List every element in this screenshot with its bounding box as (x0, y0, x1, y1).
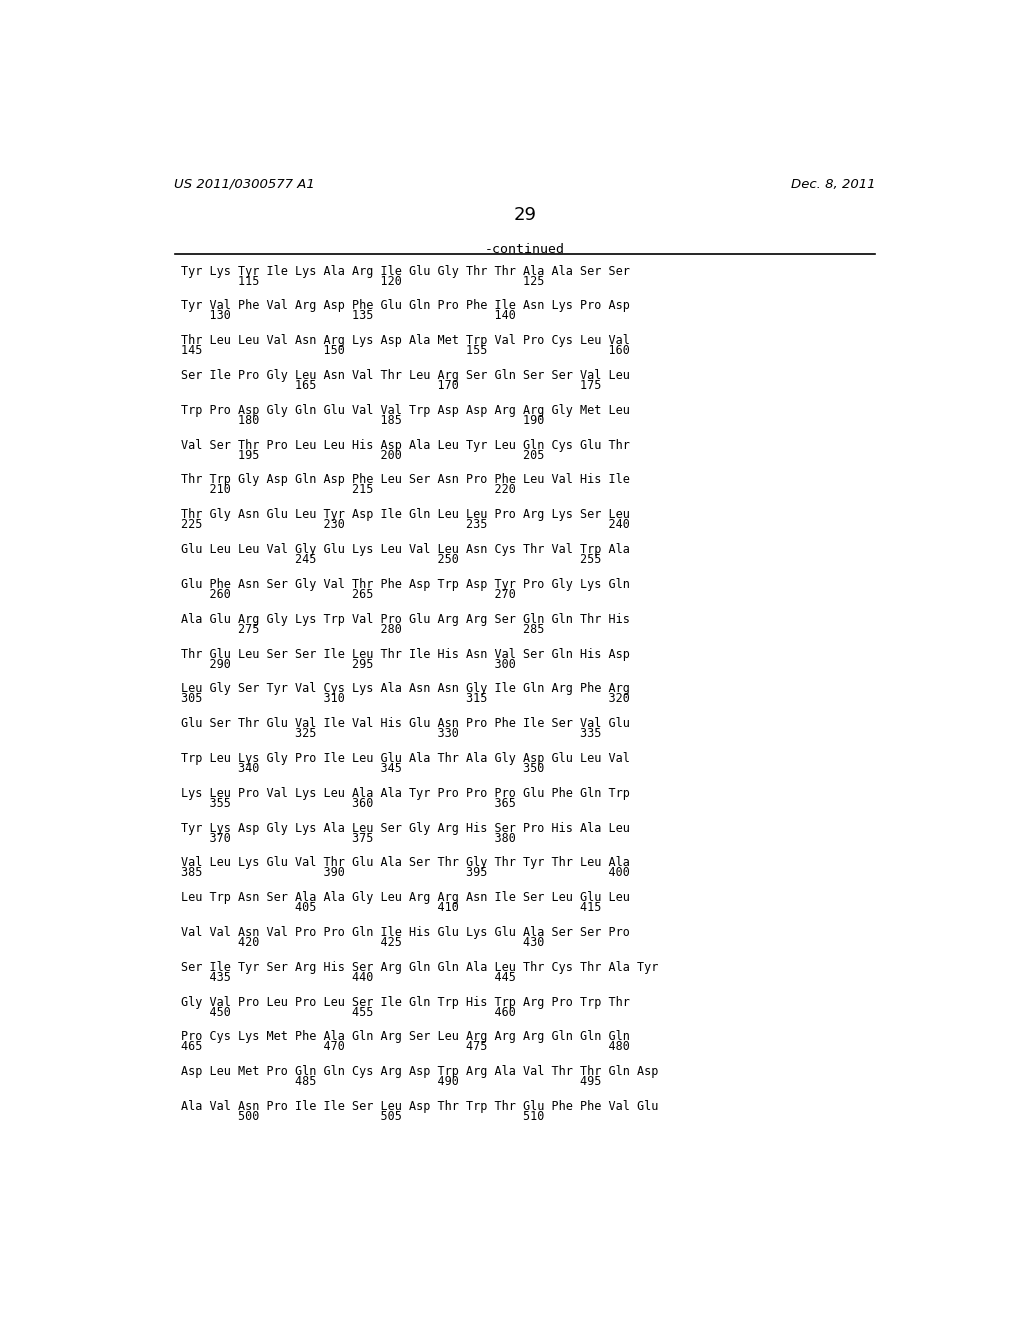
Text: Glu Phe Asn Ser Gly Val Thr Phe Asp Trp Asp Tyr Pro Gly Lys Gln: Glu Phe Asn Ser Gly Val Thr Phe Asp Trp … (180, 578, 630, 591)
Text: Thr Glu Leu Ser Ser Ile Leu Thr Ile His Asn Val Ser Gln His Asp: Thr Glu Leu Ser Ser Ile Leu Thr Ile His … (180, 648, 630, 660)
Text: -continued: -continued (484, 243, 565, 256)
Text: 450                 455                 460: 450 455 460 (180, 1006, 515, 1019)
Text: Asp Leu Met Pro Gln Gln Cys Arg Asp Trp Arg Ala Val Thr Thr Gln Asp: Asp Leu Met Pro Gln Gln Cys Arg Asp Trp … (180, 1065, 658, 1078)
Text: Val Leu Lys Glu Val Thr Glu Ala Ser Thr Gly Thr Tyr Thr Leu Ala: Val Leu Lys Glu Val Thr Glu Ala Ser Thr … (180, 857, 630, 870)
Text: Ser Ile Tyr Ser Arg His Ser Arg Gln Gln Ala Leu Thr Cys Thr Ala Tyr: Ser Ile Tyr Ser Arg His Ser Arg Gln Gln … (180, 961, 658, 974)
Text: 355                 360                 365: 355 360 365 (180, 797, 515, 809)
Text: Thr Gly Asn Glu Leu Tyr Asp Ile Gln Leu Leu Pro Arg Lys Ser Leu: Thr Gly Asn Glu Leu Tyr Asp Ile Gln Leu … (180, 508, 630, 521)
Text: 370                 375                 380: 370 375 380 (180, 832, 515, 845)
Text: US 2011/0300577 A1: US 2011/0300577 A1 (174, 178, 315, 190)
Text: Val Val Asn Val Pro Pro Gln Ile His Glu Lys Glu Ala Ser Ser Pro: Val Val Asn Val Pro Pro Gln Ile His Glu … (180, 925, 630, 939)
Text: 210                 215                 220: 210 215 220 (180, 483, 515, 496)
Text: Dec. 8, 2011: Dec. 8, 2011 (791, 178, 876, 190)
Text: Leu Trp Asn Ser Ala Ala Gly Leu Arg Arg Asn Ile Ser Leu Glu Leu: Leu Trp Asn Ser Ala Ala Gly Leu Arg Arg … (180, 891, 630, 904)
Text: Ala Val Asn Pro Ile Ile Ser Leu Asp Thr Trp Thr Glu Phe Phe Val Glu: Ala Val Asn Pro Ile Ile Ser Leu Asp Thr … (180, 1100, 658, 1113)
Text: 130                 135                 140: 130 135 140 (180, 309, 515, 322)
Text: 435                 440                 445: 435 440 445 (180, 970, 515, 983)
Text: 325                 330                 335: 325 330 335 (180, 727, 601, 741)
Text: Ala Glu Arg Gly Lys Trp Val Pro Glu Arg Arg Ser Gln Gln Thr His: Ala Glu Arg Gly Lys Trp Val Pro Glu Arg … (180, 612, 630, 626)
Text: 225                 230                 235                 240: 225 230 235 240 (180, 519, 630, 531)
Text: 275                 280                 285: 275 280 285 (180, 623, 544, 636)
Text: 385                 390                 395                 400: 385 390 395 400 (180, 866, 630, 879)
Text: Tyr Lys Asp Gly Lys Ala Leu Ser Gly Arg His Ser Pro His Ala Leu: Tyr Lys Asp Gly Lys Ala Leu Ser Gly Arg … (180, 821, 630, 834)
Text: Thr Leu Leu Val Asn Arg Lys Asp Ala Met Trp Val Pro Cys Leu Val: Thr Leu Leu Val Asn Arg Lys Asp Ala Met … (180, 334, 630, 347)
Text: 420                 425                 430: 420 425 430 (180, 936, 544, 949)
Text: Glu Ser Thr Glu Val Ile Val His Glu Asn Pro Phe Ile Ser Val Glu: Glu Ser Thr Glu Val Ile Val His Glu Asn … (180, 717, 630, 730)
Text: 405                 410                 415: 405 410 415 (180, 902, 601, 915)
Text: 245                 250                 255: 245 250 255 (180, 553, 601, 566)
Text: Lys Leu Pro Val Lys Leu Ala Ala Tyr Pro Pro Pro Glu Phe Gln Trp: Lys Leu Pro Val Lys Leu Ala Ala Tyr Pro … (180, 787, 630, 800)
Text: Thr Trp Gly Asp Gln Asp Phe Leu Ser Asn Pro Phe Leu Val His Ile: Thr Trp Gly Asp Gln Asp Phe Leu Ser Asn … (180, 474, 630, 487)
Text: 305                 310                 315                 320: 305 310 315 320 (180, 692, 630, 705)
Text: 500                 505                 510: 500 505 510 (180, 1110, 544, 1123)
Text: Tyr Val Phe Val Arg Asp Phe Glu Gln Pro Phe Ile Asn Lys Pro Asp: Tyr Val Phe Val Arg Asp Phe Glu Gln Pro … (180, 300, 630, 313)
Text: Pro Cys Lys Met Phe Ala Gln Arg Ser Leu Arg Arg Arg Gln Gln Gln: Pro Cys Lys Met Phe Ala Gln Arg Ser Leu … (180, 1031, 630, 1043)
Text: Trp Leu Lys Gly Pro Ile Leu Glu Ala Thr Ala Gly Asp Glu Leu Val: Trp Leu Lys Gly Pro Ile Leu Glu Ala Thr … (180, 752, 630, 764)
Text: 465                 470                 475                 480: 465 470 475 480 (180, 1040, 630, 1053)
Text: 195                 200                 205: 195 200 205 (180, 449, 544, 462)
Text: Val Ser Thr Pro Leu Leu His Asp Ala Leu Tyr Leu Gln Cys Glu Thr: Val Ser Thr Pro Leu Leu His Asp Ala Leu … (180, 438, 630, 451)
Text: 340                 345                 350: 340 345 350 (180, 762, 544, 775)
Text: Gly Val Pro Leu Pro Leu Ser Ile Gln Trp His Trp Arg Pro Trp Thr: Gly Val Pro Leu Pro Leu Ser Ile Gln Trp … (180, 995, 630, 1008)
Text: 260                 265                 270: 260 265 270 (180, 587, 515, 601)
Text: Tyr Lys Tyr Ile Lys Ala Arg Ile Glu Gly Thr Thr Ala Ala Ser Ser: Tyr Lys Tyr Ile Lys Ala Arg Ile Glu Gly … (180, 264, 630, 277)
Text: 145                 150                 155                 160: 145 150 155 160 (180, 345, 630, 358)
Text: Trp Pro Asp Gly Gln Glu Val Val Trp Asp Asp Arg Arg Gly Met Leu: Trp Pro Asp Gly Gln Glu Val Val Trp Asp … (180, 404, 630, 417)
Text: 165                 170                 175: 165 170 175 (180, 379, 601, 392)
Text: 290                 295                 300: 290 295 300 (180, 657, 515, 671)
Text: 485                 490                 495: 485 490 495 (180, 1076, 601, 1088)
Text: Glu Leu Leu Val Gly Glu Lys Leu Val Leu Asn Cys Thr Val Trp Ala: Glu Leu Leu Val Gly Glu Lys Leu Val Leu … (180, 543, 630, 556)
Text: 29: 29 (513, 206, 537, 224)
Text: 115                 120                 125: 115 120 125 (180, 275, 544, 288)
Text: Ser Ile Pro Gly Leu Asn Val Thr Leu Arg Ser Gln Ser Ser Val Leu: Ser Ile Pro Gly Leu Asn Val Thr Leu Arg … (180, 370, 630, 381)
Text: 180                 185                 190: 180 185 190 (180, 414, 544, 426)
Text: Leu Gly Ser Tyr Val Cys Lys Ala Asn Asn Gly Ile Gln Arg Phe Arg: Leu Gly Ser Tyr Val Cys Lys Ala Asn Asn … (180, 682, 630, 696)
